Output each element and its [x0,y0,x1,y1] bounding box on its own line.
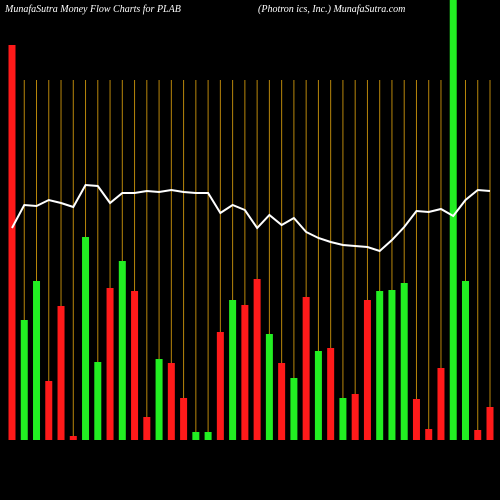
bar [474,430,482,440]
bar [327,348,335,440]
bar [216,332,224,440]
bar [143,417,151,440]
bar [290,378,298,440]
bar [388,290,396,440]
bar [241,305,249,440]
bar [204,432,212,440]
bar [302,297,310,440]
bar [412,399,420,440]
bar [437,368,445,440]
bar [106,288,114,440]
bar [425,429,433,440]
bar [314,351,322,440]
bar [486,407,494,440]
bar [94,362,102,440]
bar [82,237,90,440]
bar [363,300,371,440]
chart-title: MunafaSutra Money Flow Charts for PLAB [4,4,181,15]
bar [400,283,408,440]
bar [449,0,457,440]
bar [155,359,163,440]
bar [20,320,28,440]
bar [351,394,359,440]
bar [278,363,286,440]
bar [376,291,384,440]
bar [45,381,53,440]
bar [57,306,65,440]
bar [229,300,237,440]
bar [265,334,273,440]
bar [167,363,175,440]
bar [33,281,41,440]
bar [180,398,188,440]
bar [118,261,126,440]
chart-subtitle: (Photron ics, Inc.) MunafaSutra.com [258,4,405,15]
bar [339,398,347,440]
money-flow-line [11,183,491,253]
bar [69,436,77,440]
bar [8,45,16,440]
bar [253,279,261,440]
bar [461,281,469,440]
bar [192,432,200,440]
bar [131,291,139,440]
